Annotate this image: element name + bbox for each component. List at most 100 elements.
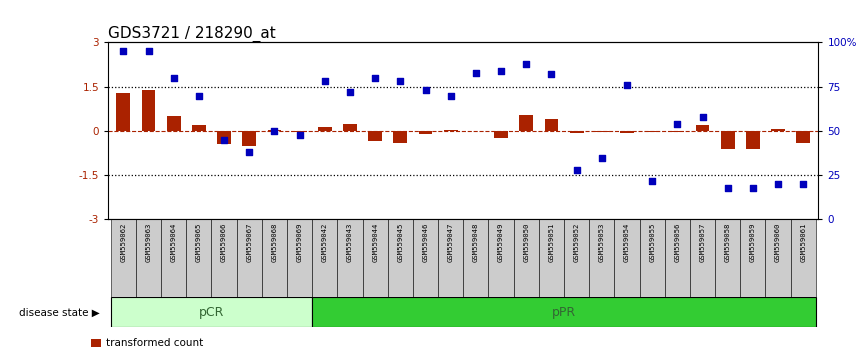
Bar xyxy=(614,219,640,297)
Text: GSM559043: GSM559043 xyxy=(347,223,353,262)
Bar xyxy=(111,219,136,297)
Text: GDS3721 / 218290_at: GDS3721 / 218290_at xyxy=(108,26,276,42)
Point xyxy=(418,87,432,93)
Text: GSM559058: GSM559058 xyxy=(725,223,731,262)
Bar xyxy=(695,125,709,131)
Bar xyxy=(766,219,791,297)
Text: GSM559064: GSM559064 xyxy=(171,223,177,262)
Bar xyxy=(343,124,357,131)
Bar xyxy=(262,219,287,297)
Bar xyxy=(211,219,236,297)
Bar xyxy=(514,219,539,297)
Bar xyxy=(797,131,811,143)
Text: GSM559056: GSM559056 xyxy=(675,223,681,262)
Text: GSM559065: GSM559065 xyxy=(196,223,202,262)
Bar xyxy=(287,219,313,297)
Point xyxy=(721,185,734,190)
Point xyxy=(746,185,759,190)
Text: GSM559057: GSM559057 xyxy=(700,223,706,262)
Point xyxy=(242,149,256,155)
Text: GSM559042: GSM559042 xyxy=(322,223,328,262)
Text: GSM559055: GSM559055 xyxy=(650,223,656,262)
Bar xyxy=(338,219,363,297)
Bar xyxy=(236,219,262,297)
Bar xyxy=(545,119,559,131)
Point xyxy=(695,114,709,120)
Bar xyxy=(443,130,457,131)
Bar xyxy=(293,131,307,132)
Point xyxy=(670,121,684,127)
Bar xyxy=(368,131,382,141)
Point xyxy=(293,132,307,137)
Text: transformed count: transformed count xyxy=(106,338,203,348)
Point xyxy=(167,75,181,81)
Bar xyxy=(539,219,564,297)
Point xyxy=(443,93,457,98)
Text: GSM559045: GSM559045 xyxy=(397,223,404,262)
Text: pPR: pPR xyxy=(552,306,576,319)
Bar xyxy=(186,219,211,297)
Bar xyxy=(136,219,161,297)
Bar xyxy=(665,219,690,297)
Bar xyxy=(746,131,759,149)
Point xyxy=(142,48,156,54)
Bar xyxy=(520,115,533,131)
Point xyxy=(116,48,130,54)
Bar xyxy=(570,131,584,133)
Text: GSM559061: GSM559061 xyxy=(800,223,806,262)
Point xyxy=(595,155,609,160)
Text: GSM559060: GSM559060 xyxy=(775,223,781,262)
Bar xyxy=(564,219,589,297)
Point xyxy=(570,167,584,173)
Text: GSM559044: GSM559044 xyxy=(372,223,378,262)
Bar xyxy=(670,131,684,132)
Point xyxy=(520,61,533,67)
Text: GSM559049: GSM559049 xyxy=(498,223,504,262)
Bar xyxy=(418,131,432,134)
Point xyxy=(192,93,206,98)
Bar xyxy=(721,131,734,149)
Point xyxy=(494,68,508,74)
Bar xyxy=(413,219,438,297)
Point xyxy=(268,128,281,134)
Bar xyxy=(715,219,740,297)
Bar xyxy=(242,131,256,146)
Bar xyxy=(111,297,313,327)
Bar xyxy=(192,125,206,131)
Text: GSM559062: GSM559062 xyxy=(120,223,126,262)
Point xyxy=(393,79,407,84)
Text: GSM559069: GSM559069 xyxy=(297,223,302,262)
Point xyxy=(797,181,811,187)
Point xyxy=(318,79,332,84)
Text: GSM559067: GSM559067 xyxy=(246,223,252,262)
Bar xyxy=(313,297,816,327)
Text: GSM559051: GSM559051 xyxy=(548,223,554,262)
Point xyxy=(545,72,559,77)
Bar xyxy=(142,90,156,131)
Bar xyxy=(645,131,659,132)
Point xyxy=(343,89,357,95)
Bar xyxy=(438,219,463,297)
Bar xyxy=(690,219,715,297)
Bar xyxy=(589,219,614,297)
Text: GSM559052: GSM559052 xyxy=(573,223,579,262)
Bar xyxy=(116,93,130,131)
Point xyxy=(217,137,231,143)
Text: GSM559046: GSM559046 xyxy=(423,223,429,262)
Point xyxy=(620,82,634,88)
Bar xyxy=(771,129,785,131)
Bar xyxy=(268,130,281,131)
Bar xyxy=(393,131,407,143)
Text: GSM559053: GSM559053 xyxy=(598,223,604,262)
Bar xyxy=(620,131,634,133)
Text: GSM559050: GSM559050 xyxy=(523,223,529,262)
Text: GSM559063: GSM559063 xyxy=(145,223,152,262)
Bar xyxy=(640,219,665,297)
Point xyxy=(469,70,483,75)
Bar xyxy=(217,131,231,144)
Bar xyxy=(363,219,388,297)
Bar xyxy=(388,219,413,297)
Bar xyxy=(740,219,766,297)
Text: GSM559066: GSM559066 xyxy=(221,223,227,262)
Point xyxy=(645,178,659,183)
